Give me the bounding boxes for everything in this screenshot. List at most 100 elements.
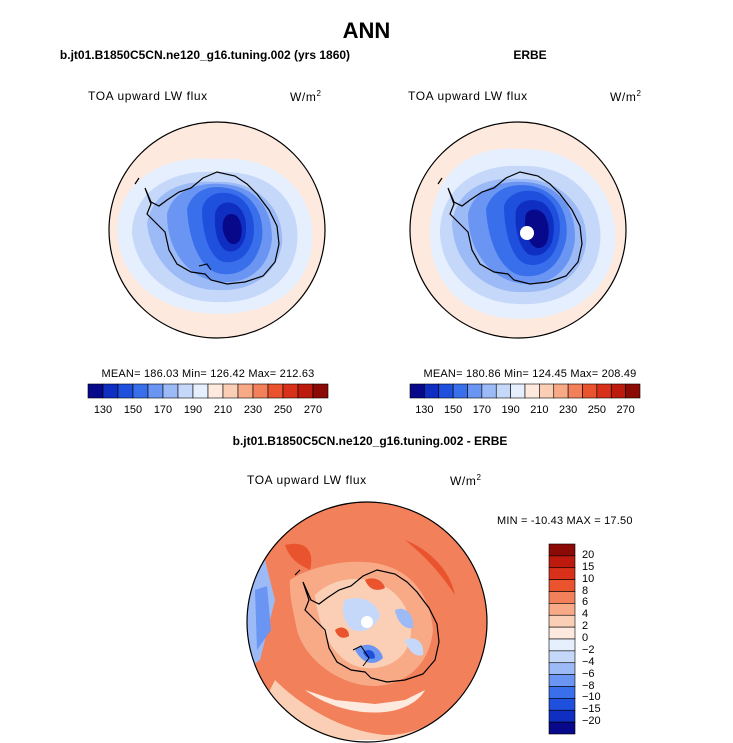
colorbar-swatch: [548, 662, 576, 675]
diff-colorbar: [548, 543, 576, 735]
colorbar-tick-label: 130: [93, 404, 113, 416]
colorbar-swatch: [147, 383, 164, 399]
colorbar-swatch: [625, 383, 641, 399]
colorbar-swatch: [452, 383, 468, 399]
obs-polar-map: [409, 121, 627, 339]
colorbar-swatch: [524, 383, 540, 399]
colorbar-tick-label: 190: [501, 404, 520, 416]
colorbar-tick-label: 130: [415, 404, 434, 416]
colorbar-tick-label: 0: [582, 632, 589, 644]
colorbar-swatch: [548, 721, 576, 735]
diff-polar-map: [246, 501, 488, 743]
colorbar-swatch: [548, 626, 576, 640]
colorbar-tick-label: 170: [153, 404, 173, 416]
model-colorbar: [87, 383, 329, 399]
colorbar-swatch: [267, 383, 284, 399]
colorbar-swatch: [548, 579, 576, 592]
colorbar-tick-label: −15: [582, 703, 601, 716]
colorbar-tick-label: 250: [587, 404, 607, 416]
colorbar-swatch: [548, 567, 576, 580]
model-polar-map: [108, 121, 326, 339]
colorbar-swatch: [610, 383, 626, 399]
colorbar-swatch: [567, 383, 583, 399]
colorbar-swatch: [582, 383, 598, 399]
colorbar-tick-label: 230: [558, 404, 578, 416]
model-panel-title: b.jt01.B1850C5CN.ne120_g16.tuning.002 (y…: [59, 48, 351, 62]
colorbar-swatch: [548, 614, 576, 628]
colorbar-tick-label: 210: [530, 404, 549, 416]
colorbar-swatch: [312, 383, 329, 399]
colorbar-swatch: [237, 383, 254, 399]
page-title: ANN: [342, 18, 391, 43]
colorbar-swatch: [553, 383, 569, 399]
colorbar-swatch: [548, 543, 576, 557]
colorbar-tick-label: 150: [123, 404, 143, 416]
colorbar-tick-label: −6: [582, 667, 595, 680]
diff-panel-title: b.jt01.B1850C5CN.ne120_g16.tuning.002 - …: [232, 434, 508, 448]
colorbar-swatch: [424, 383, 440, 399]
colorbar-swatch: [467, 383, 483, 399]
model-stats: MEAN= 186.03 Min= 126.42 Max= 212.63: [101, 368, 315, 380]
colorbar-swatch: [177, 383, 194, 399]
colorbar-swatch: [548, 591, 576, 604]
colorbar-tick-label: −20: [582, 715, 601, 728]
colorbar-swatch: [548, 698, 576, 711]
colorbar-swatch: [297, 383, 314, 399]
colorbar-swatch: [438, 383, 454, 399]
colorbar-swatch: [548, 650, 576, 664]
colorbar-swatch: [409, 383, 425, 399]
colorbar-tick-label: 170: [472, 404, 492, 416]
colorbar-swatch: [539, 383, 555, 399]
colorbar-tick-label: 20: [582, 548, 595, 561]
diff-units: W/m2: [450, 473, 482, 488]
colorbar-tick-label: −10: [582, 691, 601, 704]
colorbar-tick-label: −2: [582, 643, 595, 656]
colorbar-swatch: [222, 383, 239, 399]
colorbar-swatch: [548, 709, 576, 723]
colorbar-tick-label: −8: [582, 679, 595, 692]
colorbar-swatch: [548, 603, 576, 616]
colorbar-tick-label: 270: [616, 404, 635, 416]
colorbar-swatch: [548, 638, 576, 652]
colorbar-tick-label: 190: [183, 404, 203, 416]
colorbar-tick-label: 2: [582, 620, 589, 633]
diff-colorbar-ticks: 20 15 10 8 6 4 2 0 −2 −4 −6 −8 −10 −15 −20: [582, 544, 622, 734]
colorbar-swatch: [548, 674, 576, 687]
colorbar-swatch: [282, 383, 299, 399]
colorbar-swatch: [207, 383, 224, 399]
colorbar-swatch: [87, 383, 104, 399]
colorbar-tick-label: 210: [213, 404, 233, 416]
colorbar-swatch: [192, 383, 209, 399]
colorbar-tick-label: 230: [243, 404, 263, 416]
colorbar-swatch: [510, 383, 526, 399]
diff-stats: MIN = -10.43 MAX = 17.50: [497, 515, 633, 527]
colorbar-tick-label: 250: [273, 404, 293, 416]
colorbar-tick-label: 15: [582, 560, 595, 573]
obs-panel-title: ERBE: [513, 48, 547, 62]
obs-units: W/m2: [610, 89, 642, 104]
colorbar-swatch: [252, 383, 269, 399]
colorbar-swatch: [162, 383, 179, 399]
colorbar-swatch: [548, 555, 576, 569]
model-field-label: TOA upward LW flux: [88, 89, 208, 103]
diff-field-label: TOA upward LW flux: [247, 473, 367, 487]
colorbar-tick-label: 4: [582, 608, 589, 621]
model-colorbar-ticks: 130 150 170 190 210 230 250 270: [88, 402, 328, 416]
colorbar-tick-label: 270: [303, 404, 323, 416]
colorbar-tick-label: 6: [582, 596, 589, 609]
colorbar-swatch: [102, 383, 119, 399]
colorbar-tick-label: −4: [582, 655, 595, 668]
colorbar-swatch: [117, 383, 134, 399]
model-units: W/m2: [290, 89, 322, 104]
obs-stats: MEAN= 180.86 Min= 124.45 Max= 208.49: [423, 368, 637, 380]
colorbar-tick-label: 150: [443, 404, 463, 416]
obs-colorbar: [409, 383, 641, 399]
colorbar-tick-label: 10: [582, 572, 595, 585]
colorbar-swatch: [548, 686, 576, 699]
colorbar-tick-label: 8: [582, 584, 589, 597]
obs-field-label: TOA upward LW flux: [408, 89, 528, 103]
obs-colorbar-ticks: 130 150 170 190 210 230 250 270: [410, 402, 640, 416]
colorbar-swatch: [481, 383, 497, 399]
colorbar-swatch: [495, 383, 511, 399]
colorbar-swatch: [596, 383, 612, 399]
